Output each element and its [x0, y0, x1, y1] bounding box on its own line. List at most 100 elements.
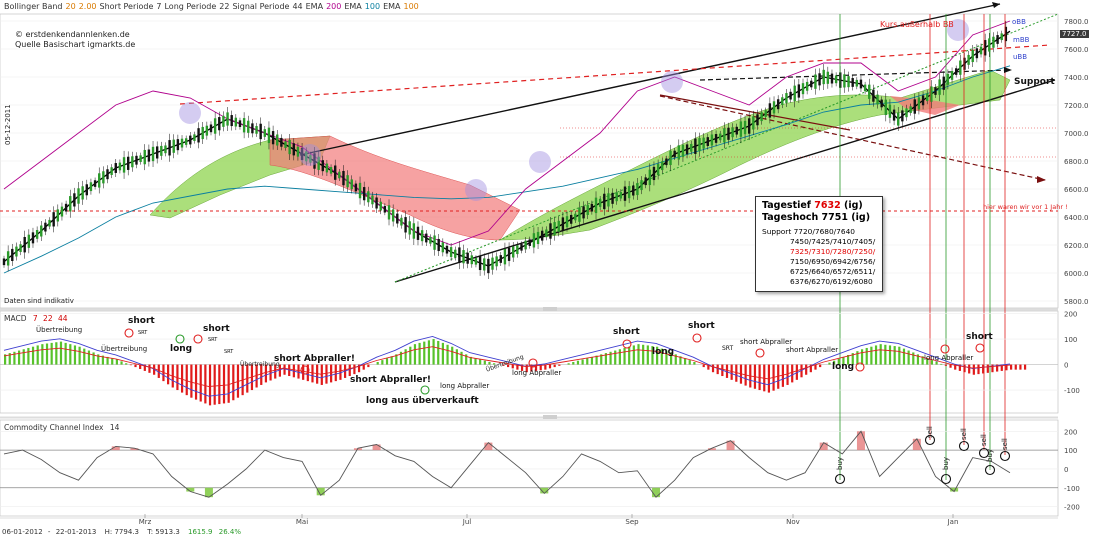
- candle-body: [193, 134, 196, 141]
- macd-bar: [702, 364, 705, 368]
- candle-body: [234, 117, 238, 127]
- highlight-circle: [661, 71, 683, 93]
- candle-body: [400, 217, 403, 226]
- macd-bar: [455, 349, 458, 365]
- candle-body: [594, 197, 598, 214]
- macd-bar: [17, 350, 21, 365]
- candle-body: [578, 207, 581, 222]
- candle-body: [280, 137, 283, 147]
- candle-body: [876, 94, 879, 105]
- candle-body: [532, 233, 536, 248]
- macd-signal-marker: [622, 339, 632, 349]
- macd-bar: [87, 350, 91, 365]
- support-line-5: 6725/6640/6572/6511/: [790, 267, 876, 276]
- macd-bar: [395, 354, 398, 365]
- macd-label-uebertreibung: Übertreibung: [101, 345, 148, 353]
- cci-y-tick-label: 200: [1064, 428, 1077, 436]
- macd-bar: [642, 344, 645, 365]
- macd-bar: [316, 364, 319, 384]
- candle-body: [189, 135, 192, 145]
- resize-handle[interactable]: [543, 307, 557, 311]
- cci-overbought-fill: [372, 444, 381, 451]
- candle-body: [979, 46, 983, 55]
- candle-body: [429, 237, 432, 244]
- candle-body: [503, 248, 507, 265]
- macd-bar: [1005, 364, 1008, 371]
- candle-body: [495, 256, 498, 267]
- candle-body: [81, 186, 84, 200]
- candle-body: [934, 87, 937, 95]
- candle-body: [702, 137, 705, 149]
- candle-body: [321, 160, 324, 172]
- cci-fill: [111, 431, 959, 498]
- candle-body: [209, 124, 213, 133]
- candle-body: [259, 123, 262, 140]
- macd-bar: [898, 346, 901, 365]
- macd-bar: [530, 364, 533, 372]
- macd-bar: [958, 364, 961, 371]
- candle-body: [1000, 33, 1003, 41]
- indicator-label-3: Short Periode: [99, 2, 154, 11]
- candle-body: [524, 240, 527, 250]
- candle-body: [992, 36, 995, 48]
- indicator-label-11: EMA: [344, 2, 362, 11]
- candle-body: [425, 233, 428, 243]
- macd-bar: [143, 364, 146, 371]
- candle-body: [325, 163, 329, 173]
- macd-bar: [996, 364, 999, 372]
- candle-body: [441, 242, 445, 253]
- macd-bar: [944, 364, 947, 366]
- resize-handle[interactable]: [543, 415, 557, 419]
- candle-body: [466, 252, 469, 264]
- candle-body: [300, 147, 304, 161]
- candle-body: [449, 247, 453, 257]
- support-line-6: 6376/6270/6192/6080: [790, 277, 873, 286]
- candle-body: [512, 246, 515, 258]
- candle-body: [362, 187, 366, 201]
- macd-label-short-abpraller: short Abpraller!: [350, 375, 431, 385]
- macd-label-short-abpraller: short Abpraller: [740, 338, 793, 346]
- candle-body: [93, 180, 97, 187]
- macd-bar: [353, 364, 356, 375]
- macd-label-srt: SRT: [138, 330, 148, 336]
- macd-bar: [418, 342, 421, 365]
- macd-bar: [525, 364, 528, 373]
- candle-body: [77, 188, 80, 204]
- candle-body: [64, 203, 68, 212]
- price-y-tick-label: 7200.0: [1064, 102, 1089, 110]
- tagestief-label: Tagestief: [762, 200, 811, 211]
- tagestief-line: Tagestief 7632 (ig): [762, 200, 876, 212]
- cci-overbought-fill: [707, 448, 716, 451]
- macd-bar: [595, 355, 598, 365]
- price-y-tick-label: 6600.0: [1064, 186, 1089, 194]
- candle-body: [19, 244, 22, 252]
- x-tick-label: Sep: [625, 518, 639, 526]
- cloud-green-2: [499, 69, 1011, 241]
- indicator-label-5: Long Periode: [164, 2, 217, 11]
- macd-bar: [553, 364, 556, 368]
- candle-body: [830, 73, 834, 84]
- indicator-label-13: EMA: [383, 2, 401, 11]
- candle-body: [698, 138, 701, 152]
- macd-bar: [520, 364, 524, 371]
- candle-body: [859, 79, 863, 89]
- macd-bar: [27, 347, 30, 365]
- macd-bar: [180, 364, 184, 393]
- macd-bar: [949, 364, 952, 368]
- macd-bar: [614, 350, 617, 365]
- candle-body: [379, 201, 382, 211]
- candle-body: [98, 173, 101, 188]
- candle-body: [516, 245, 519, 255]
- macd-bar: [507, 364, 510, 368]
- candle-body: [126, 156, 130, 170]
- tageshoch-line: Tageshoch 7751 (ig): [762, 212, 871, 223]
- macd-bar: [991, 364, 994, 373]
- macd-bar: [8, 353, 11, 365]
- macd-bar: [674, 354, 677, 365]
- macd-bar: [73, 345, 77, 365]
- macd-signal-marker: [420, 385, 430, 395]
- arrow-head: [1037, 176, 1046, 183]
- candle-body: [561, 217, 565, 231]
- candle-body: [710, 134, 714, 146]
